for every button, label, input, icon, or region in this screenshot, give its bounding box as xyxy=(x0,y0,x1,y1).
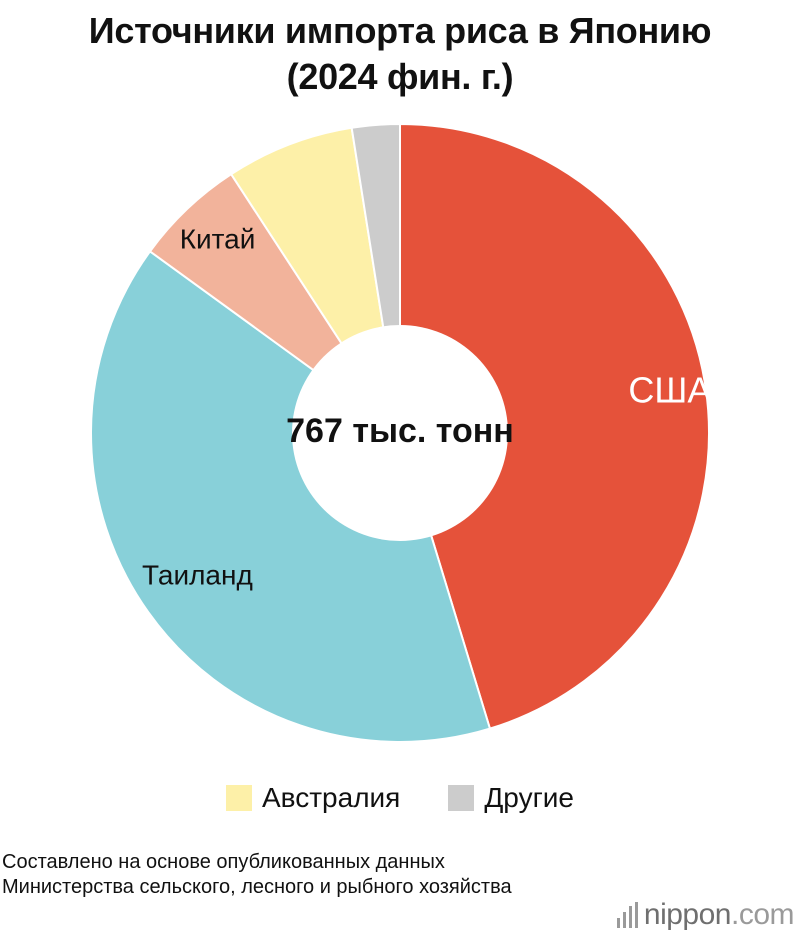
chart-title-line1: Источники импорта риса в Японию xyxy=(88,10,712,51)
chart-slice-labels: США Таиланд Китай xyxy=(142,224,711,591)
legend-label: Австралия xyxy=(261,782,401,813)
slice-label-2: Таиланд xyxy=(142,560,253,591)
center-total-label: 767 тыс. тонн xyxy=(286,412,514,450)
chart-slices xyxy=(90,122,710,743)
donut-chart-svg: США Таиланд Китай 767 тыс. тонн xyxy=(90,122,711,743)
donut-chart: США Таиланд Китай 767 тыс. тонн xyxy=(0,110,800,760)
donut-hole xyxy=(292,325,508,541)
slice-label-3: Китай xyxy=(180,224,256,255)
chart-title-line2: (2024 фин. г.) xyxy=(286,56,514,97)
chart-legend: Австралия Другие xyxy=(0,782,800,814)
legend-swatch xyxy=(448,785,475,811)
pie-slice-1 xyxy=(399,122,710,730)
pie-slice-2 xyxy=(90,249,492,743)
slice-label-1: США xyxy=(628,369,711,410)
chart-title: Источники импорта риса в Японию (2024 фи… xyxy=(0,8,800,100)
logo-name: nippon xyxy=(643,898,732,931)
source-note: Составлено на основе опубликованных данн… xyxy=(2,851,512,898)
legend-item-1: Австралия xyxy=(225,782,401,814)
legend-swatch xyxy=(225,785,252,811)
nippon-logo: nippon.com xyxy=(616,898,795,932)
logo-mark-icon xyxy=(616,902,638,928)
legend-label: Другие xyxy=(484,782,574,813)
legend-item-2: Другие xyxy=(448,782,574,814)
logo-suffix: .com xyxy=(730,898,795,931)
